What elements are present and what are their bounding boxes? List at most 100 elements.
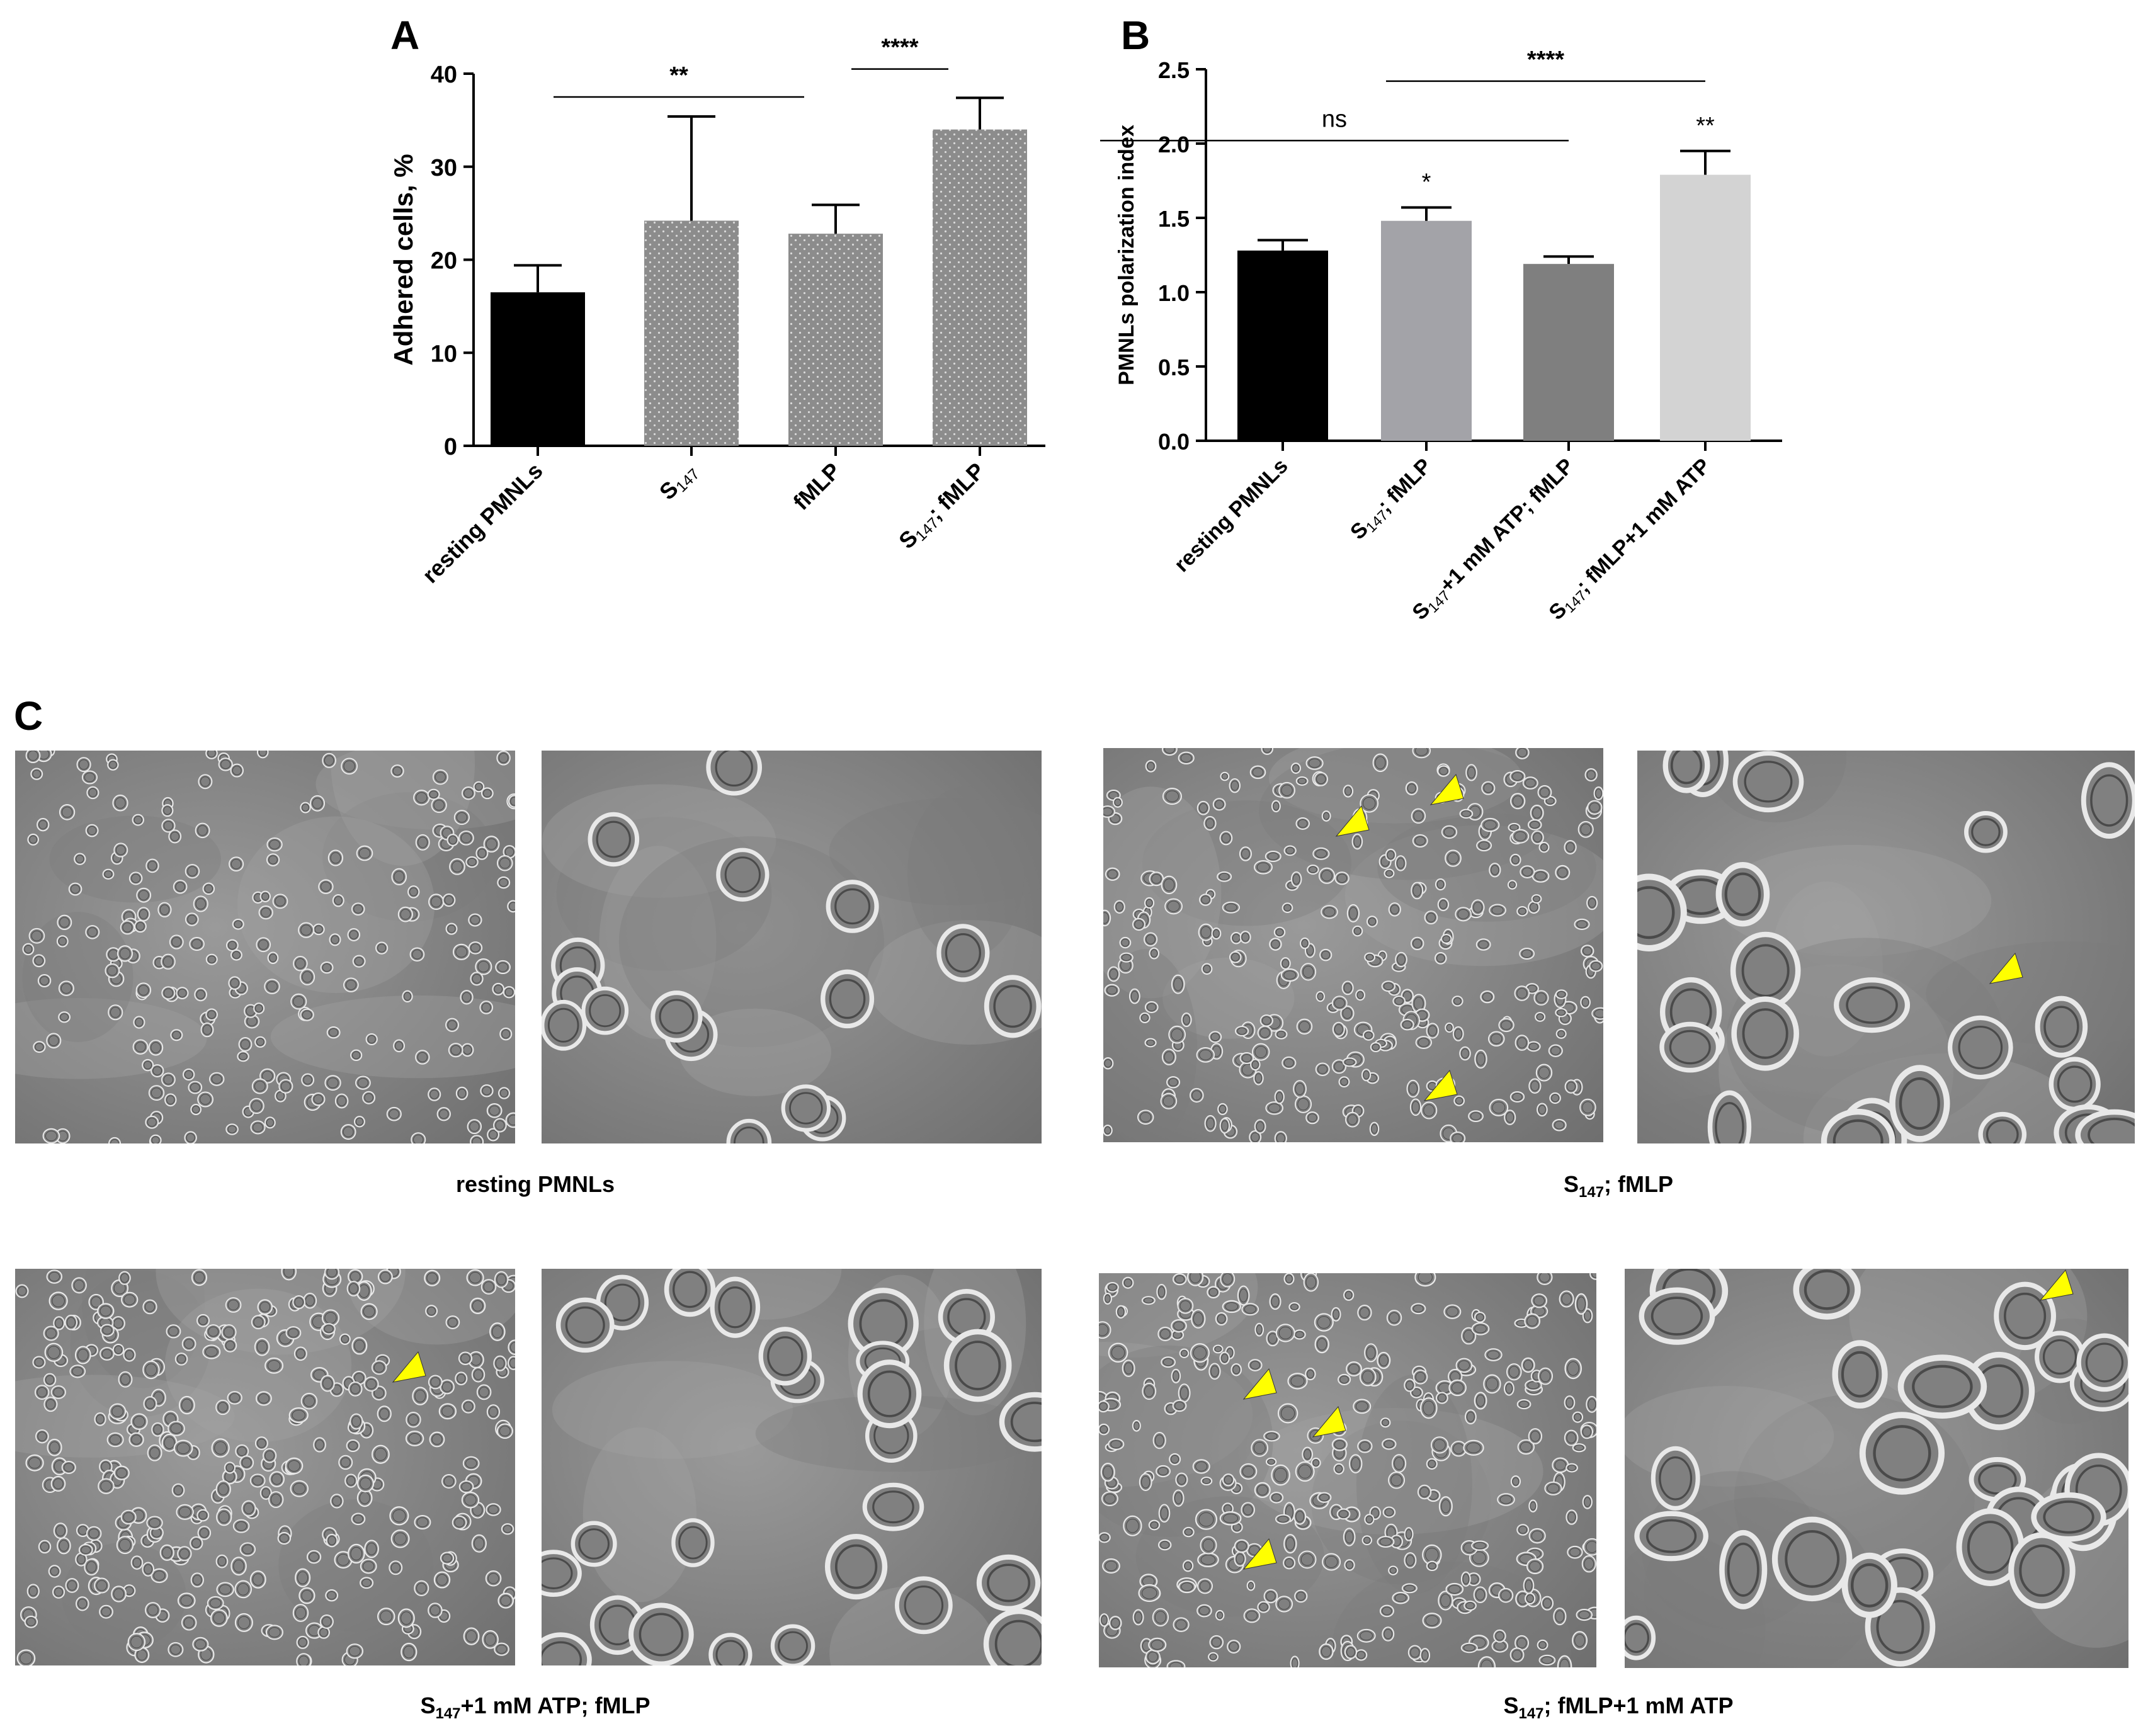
- cell-nucleus: [1221, 833, 1230, 843]
- cell-nucleus: [1231, 953, 1240, 962]
- cell-nucleus: [1396, 858, 1405, 869]
- cell-nucleus: [178, 1506, 191, 1518]
- cell-nucleus: [441, 1381, 453, 1392]
- cell: [508, 795, 515, 808]
- cell-nucleus: [1160, 1507, 1169, 1520]
- cell: [1637, 873, 1687, 952]
- cell-nucleus: [1528, 1043, 1539, 1050]
- cell-nucleus: [1144, 1385, 1154, 1397]
- cell-nucleus: [1406, 1529, 1412, 1540]
- cell-nucleus: [1296, 1591, 1306, 1601]
- cell-nucleus: [1567, 1512, 1576, 1523]
- cell-nucleus: [1223, 1513, 1239, 1523]
- cell-nucleus: [1364, 1031, 1373, 1039]
- cell-nucleus: [191, 1538, 202, 1548]
- cell-nucleus: [489, 1105, 500, 1116]
- yellow-arrowhead-icon: [1335, 805, 1370, 837]
- cell-nucleus: [1103, 807, 1113, 816]
- cell-nucleus: [1221, 1353, 1229, 1363]
- cell-nucleus: [1344, 1291, 1353, 1299]
- cell-nucleus: [596, 820, 631, 858]
- cell-nucleus: [715, 1640, 746, 1665]
- cell-nucleus: [1283, 970, 1297, 980]
- cell-nucleus: [439, 1109, 449, 1119]
- cell-nucleus: [77, 1555, 86, 1565]
- cell-nucleus: [295, 1606, 307, 1620]
- cell-nucleus: [1190, 1273, 1202, 1283]
- cell-nucleus: [1406, 1555, 1415, 1566]
- cell-nucleus: [1724, 872, 1761, 916]
- cell-nucleus: [1586, 770, 1596, 780]
- cell: [508, 1339, 515, 1355]
- cell-nucleus: [1110, 1440, 1122, 1448]
- cell-nucleus: [1523, 1359, 1533, 1371]
- cell: [1978, 1111, 2027, 1143]
- panel-a-y-axis-label: Adhered cells, %: [389, 154, 418, 365]
- cell-nucleus: [1324, 1555, 1338, 1569]
- cell-nucleus: [442, 827, 452, 838]
- cell-nucleus: [408, 1433, 421, 1444]
- cell: [149, 1134, 162, 1143]
- cell-nucleus: [501, 1030, 511, 1039]
- cell-nucleus: [1353, 836, 1361, 848]
- cell-nucleus: [433, 800, 445, 811]
- panel-a-y-tick-label: 10: [431, 341, 457, 367]
- cell-nucleus: [494, 985, 503, 994]
- micrograph-shading: [1268, 748, 1523, 824]
- cell-nucleus: [1202, 1539, 1215, 1552]
- cell-nucleus: [45, 1328, 57, 1339]
- cell-nucleus: [1466, 1442, 1481, 1453]
- cell-nucleus: [2057, 1065, 2093, 1103]
- cell-nucleus: [1205, 818, 1215, 829]
- cell-nucleus: [1562, 1003, 1575, 1013]
- cell-nucleus: [1183, 1014, 1190, 1025]
- cell-nucleus: [416, 1517, 429, 1528]
- cell-nucleus: [224, 1327, 234, 1338]
- cell-nucleus: [319, 1628, 328, 1637]
- cell-nucleus: [1841, 1351, 1879, 1398]
- cell-nucleus: [767, 1336, 804, 1376]
- cell-nucleus: [1407, 783, 1416, 793]
- cell-nucleus: [1292, 1658, 1298, 1667]
- cell-nucleus: [945, 933, 981, 973]
- cell-nucleus: [1305, 1276, 1317, 1289]
- cell-nucleus: [1536, 1013, 1544, 1021]
- cell-nucleus: [1574, 1444, 1584, 1451]
- cell-nucleus: [1304, 1449, 1312, 1460]
- cell-nucleus: [472, 1300, 484, 1312]
- cell-nucleus: [1316, 774, 1326, 785]
- cell-nucleus: [1333, 1309, 1339, 1320]
- cell-nucleus: [1566, 1432, 1576, 1444]
- cell-nucleus: [1104, 1059, 1112, 1068]
- cell-nucleus: [45, 1398, 55, 1410]
- micrograph-shading: [322, 792, 496, 922]
- cell-nucleus: [1168, 1078, 1178, 1087]
- cell-nucleus: [205, 1347, 218, 1357]
- cell-nucleus: [1486, 1377, 1499, 1391]
- cell-nucleus: [542, 1641, 582, 1665]
- cell-nucleus: [1144, 1297, 1154, 1303]
- cell-nucleus: [1142, 1587, 1157, 1599]
- caption-resting-pmnls: resting PMNLs: [455, 1171, 615, 1197]
- cell-nucleus: [251, 1100, 262, 1112]
- cell-nucleus: [1107, 870, 1118, 879]
- cell-nucleus: [1266, 1432, 1278, 1440]
- cell-nucleus: [1151, 873, 1162, 884]
- cell-nucleus: [547, 1007, 579, 1043]
- cell-nucleus: [258, 1393, 270, 1404]
- cell-nucleus: [269, 839, 280, 849]
- cell: [1583, 1538, 1596, 1556]
- cell-nucleus: [111, 1405, 123, 1417]
- cell-nucleus: [270, 1494, 281, 1506]
- cell-nucleus: [1476, 1394, 1486, 1407]
- cell-nucleus: [207, 955, 216, 963]
- cell-nucleus: [145, 1363, 157, 1376]
- micrograph-shading: [1332, 1561, 1572, 1667]
- cell-nucleus: [1285, 1558, 1293, 1568]
- cell-nucleus: [60, 1013, 69, 1021]
- cell-nucleus: [1555, 1610, 1565, 1623]
- cell-nucleus: [230, 859, 242, 870]
- cell-nucleus: [486, 838, 497, 850]
- cell-nucleus: [672, 1271, 708, 1308]
- cell-nucleus: [114, 1346, 123, 1354]
